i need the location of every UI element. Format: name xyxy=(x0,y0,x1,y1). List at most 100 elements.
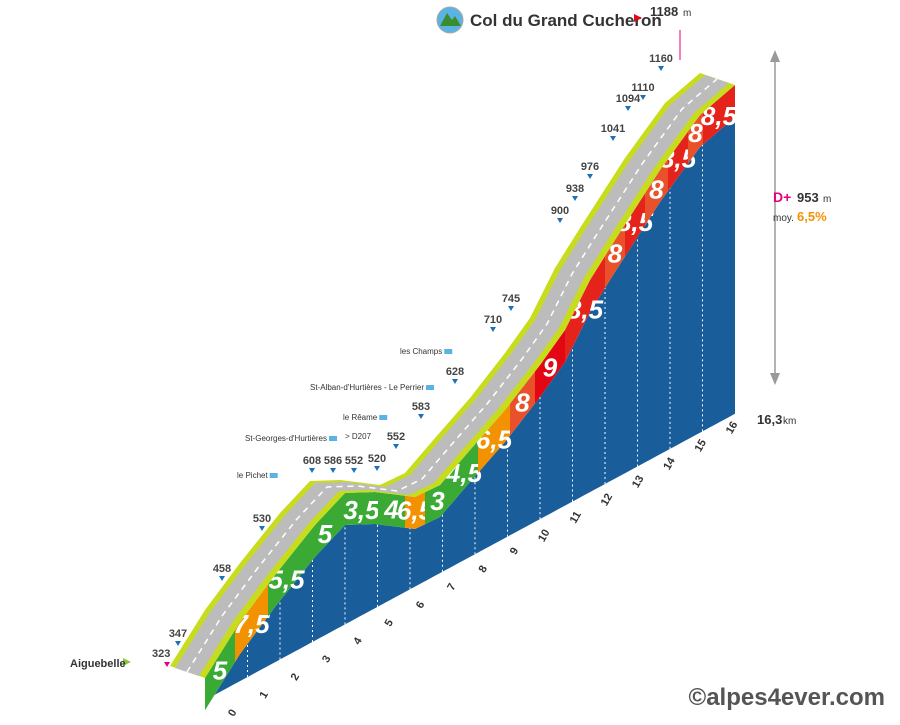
altitude-label: 552 xyxy=(345,455,363,467)
place-icon xyxy=(426,385,435,390)
avg-label: moy. xyxy=(773,213,794,224)
gradient-label: 8 xyxy=(515,387,530,417)
altitude-marker xyxy=(658,66,664,71)
altitude-label: 1041 xyxy=(601,123,625,135)
km-label: 11 xyxy=(568,510,584,526)
km-label: 9 xyxy=(508,546,521,557)
place-icon xyxy=(444,349,453,354)
gradient-segment xyxy=(378,492,405,528)
gradient-label: 8 xyxy=(649,175,664,205)
altitude-marker xyxy=(330,468,336,473)
gradient-segment xyxy=(668,131,688,191)
gradient-segment xyxy=(510,371,535,436)
altitude-marker xyxy=(490,327,496,332)
dplus-value: 953 xyxy=(797,190,819,205)
km-label: 8 xyxy=(477,564,490,575)
place-label: St-Georges-d'Hurtières xyxy=(245,434,327,443)
km-label: 15 xyxy=(693,438,710,455)
place-label: St-Alban-d'Hurtières - Le Perrier xyxy=(310,383,424,392)
place-icon xyxy=(379,415,388,420)
km-label: 2 xyxy=(289,672,302,683)
altitude-marker xyxy=(572,196,578,201)
altitude-label: 458 xyxy=(213,563,231,575)
km-label: 3 xyxy=(320,654,333,665)
place-label: le Rêame xyxy=(343,413,378,422)
dplus-label: D+ xyxy=(773,189,791,205)
road-centre xyxy=(186,78,718,673)
gradient-segment xyxy=(305,493,345,570)
summit-unit: m xyxy=(683,8,691,19)
place-label: le Pichet xyxy=(237,471,268,480)
gradient-segment xyxy=(268,537,305,617)
altitude-label: 552 xyxy=(387,431,405,443)
gradient-segment xyxy=(645,159,668,226)
altitude-marker xyxy=(508,306,514,311)
altitude-label: 1160 xyxy=(649,53,673,65)
km-label: 7 xyxy=(445,582,458,593)
altitude-label: 938 xyxy=(566,183,584,195)
km-label: 16 xyxy=(724,420,741,437)
altitude-marker xyxy=(393,444,399,449)
gradient-label: 3,5 xyxy=(343,495,380,525)
altitude-marker xyxy=(351,468,357,473)
altitude-marker xyxy=(587,174,593,179)
altitude-label: 586 xyxy=(324,455,342,467)
gradient-segment xyxy=(450,440,478,506)
gradient-label: 4 xyxy=(383,495,399,525)
gradient-label: 5 xyxy=(213,655,228,685)
gradient-segment xyxy=(565,256,605,362)
distance-unit: km xyxy=(783,416,796,427)
gradient-segment xyxy=(703,85,735,145)
gradient-label: 5 xyxy=(318,519,333,549)
altitude-marker xyxy=(452,379,458,384)
altitude-label: 608 xyxy=(303,455,321,467)
avg-value: 6,5% xyxy=(797,209,827,224)
place-label: les Champs xyxy=(400,347,442,356)
gradient-segment xyxy=(535,330,565,404)
logo-mountain xyxy=(440,13,461,26)
place-icon xyxy=(269,473,278,478)
title: Col du Grand Cucheron xyxy=(470,11,662,30)
km-label: 12 xyxy=(599,492,616,509)
km-label: 0 xyxy=(226,708,239,719)
place-icon xyxy=(329,436,337,441)
gradient-segment xyxy=(605,224,625,288)
altitude-label: 520 xyxy=(368,453,386,465)
gradient-segment xyxy=(345,492,378,525)
altitude-label: 1110 xyxy=(631,82,654,94)
gradient-segment xyxy=(205,630,235,710)
altitude-marker xyxy=(309,468,315,473)
altitude-label: 1094 xyxy=(616,93,641,105)
altitude-marker xyxy=(175,641,181,646)
summit-flag xyxy=(634,14,642,22)
altitude-marker xyxy=(418,414,424,419)
altitude-label: 745 xyxy=(502,293,520,305)
altitude-label: 976 xyxy=(581,161,599,173)
gradient-segment xyxy=(478,403,510,473)
altitude-marker xyxy=(219,576,225,581)
altitude-label: 900 xyxy=(551,205,569,217)
altitude-marker xyxy=(557,218,563,223)
gradient-segment xyxy=(235,584,268,662)
gradient-segment xyxy=(425,473,450,525)
km-label: 14 xyxy=(661,455,678,472)
altitude-marker xyxy=(625,106,631,111)
face xyxy=(205,117,735,710)
altitude-label: 710 xyxy=(484,314,502,326)
start-marker xyxy=(164,662,170,667)
road xyxy=(175,75,729,676)
distance-value: 16,3 xyxy=(757,412,782,427)
km-label: 4 xyxy=(351,635,365,647)
km-label: 5 xyxy=(383,618,396,629)
altitude-label: 530 xyxy=(253,513,271,525)
gradient-label: 3 xyxy=(430,486,445,516)
dplus-unit: m xyxy=(823,194,831,205)
place-label: > D207 xyxy=(345,432,372,441)
gradient-segment xyxy=(625,193,645,257)
altitude-marker xyxy=(640,95,646,100)
gradient-label: 9 xyxy=(543,352,558,382)
gradient-label: 8 xyxy=(608,238,623,268)
altitude-marker xyxy=(259,526,265,531)
altitude-marker xyxy=(610,136,616,141)
altitude-label: 583 xyxy=(412,401,430,413)
